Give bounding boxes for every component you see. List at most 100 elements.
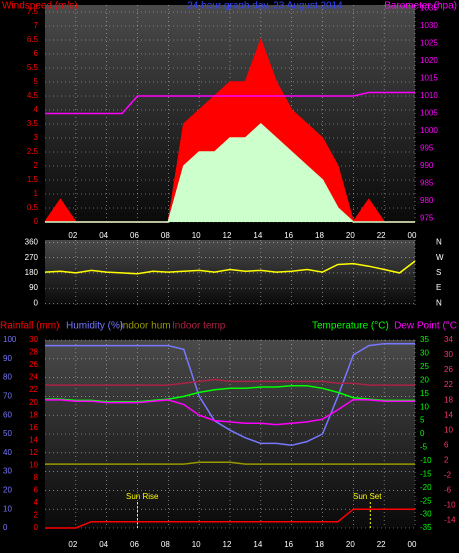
x-tick-label: 12 <box>223 540 232 549</box>
y2-tick-label: 1020 <box>420 56 438 65</box>
legend-label: Indoor hum <box>120 321 171 332</box>
y2-tick-label: 980 <box>420 196 434 205</box>
y-tick-label: 270 <box>25 253 39 262</box>
x-tick-label: 00 <box>408 540 417 549</box>
x-tick-label: 02 <box>68 231 77 240</box>
y2-tick-label: 1000 <box>420 126 438 135</box>
legend-label: Dew Point (°C <box>394 321 457 332</box>
y2-tick-label: -15 <box>420 469 432 478</box>
area-fill <box>45 40 415 222</box>
x-tick-label: 06 <box>130 540 139 549</box>
y-tick-label: 10 <box>3 504 12 513</box>
y2-tick-label: N <box>436 238 442 247</box>
y-tick-label: 0.5 <box>27 203 39 212</box>
series-line <box>45 398 415 426</box>
y-tick-label: 60 <box>3 410 12 419</box>
y-tick-label: 3.5 <box>27 119 39 128</box>
y3-tick-label: 6 <box>34 486 39 495</box>
y-tick-label: 7.5 <box>27 7 39 16</box>
y2-tick-label: 10 <box>420 402 429 411</box>
y-tick-label: 6 <box>34 49 39 58</box>
y-tick-label: 4 <box>34 105 39 114</box>
y2-tick-label: 15 <box>420 389 429 398</box>
legend-label: Temperature (°C) <box>312 321 389 332</box>
y3-tick-label: 16 <box>29 423 38 432</box>
legend-label: Rainfall (mm) <box>0 321 59 332</box>
y2-tick-label: 1025 <box>420 39 438 48</box>
y2-tick-label: 1010 <box>420 91 438 100</box>
y2-tick-label: E <box>436 283 441 292</box>
x-tick-label: 00 <box>408 231 417 240</box>
y3-tick-label: 8 <box>34 473 39 482</box>
series-line <box>45 508 415 529</box>
y2-tick-label: -25 <box>420 496 432 505</box>
y3-tick-label: 14 <box>29 435 38 444</box>
y2-tick-label: -10 <box>420 456 432 465</box>
x-tick-label: 14 <box>253 231 262 240</box>
y3-tick-label: 28 <box>29 348 38 357</box>
y-tick-label: 1.5 <box>27 175 39 184</box>
series-line <box>45 384 415 403</box>
y4-tick-label: -10 <box>444 501 456 510</box>
y3-tick-label: 24 <box>29 373 38 382</box>
y-tick-label: 20 <box>3 486 12 495</box>
x-tick-label: 20 <box>346 231 355 240</box>
annotation: Sun Set <box>353 492 382 501</box>
y3-tick-label: 20 <box>29 398 38 407</box>
y2-tick-label: -30 <box>420 510 432 519</box>
y2-tick-label: 0 <box>420 429 425 438</box>
legend-label: Indoor temp <box>172 321 226 332</box>
area-fill <box>45 124 415 222</box>
y2-tick-label: N <box>436 298 442 307</box>
x-tick-label: 06 <box>130 231 139 240</box>
y-tick-label: 3 <box>34 133 39 142</box>
y2-tick-label: -35 <box>420 523 432 532</box>
legend-label: Humidity (%) <box>66 321 123 332</box>
y-tick-label: 2.5 <box>27 147 39 156</box>
y-tick-label: 6.5 <box>27 35 39 44</box>
y2-tick-label: S <box>436 268 441 277</box>
x-tick-label: 04 <box>99 231 108 240</box>
y4-tick-label: 22 <box>444 380 453 389</box>
y3-tick-label: 4 <box>34 498 39 507</box>
y-tick-label: 0 <box>34 298 39 307</box>
y4-tick-label: -6 <box>444 486 452 495</box>
y-tick-label: 2 <box>34 161 39 170</box>
x-tick-label: 10 <box>192 231 201 240</box>
y4-tick-label: 26 <box>444 365 453 374</box>
x-tick-label: 16 <box>284 231 293 240</box>
x-tick-label: 22 <box>377 231 386 240</box>
y4-tick-label: 14 <box>444 410 453 419</box>
x-tick-label: 18 <box>315 231 324 240</box>
y2-tick-label: 1005 <box>420 109 438 118</box>
x-tick-label: 20 <box>346 540 355 549</box>
x-tick-label: 04 <box>99 540 108 549</box>
series-line <box>45 378 415 386</box>
x-tick-label: 10 <box>192 540 201 549</box>
y2-tick-label: -5 <box>420 443 428 452</box>
annotation: Sun Rise <box>126 492 159 501</box>
y2-tick-label: 30 <box>420 349 429 358</box>
y2-tick-label: 1035 <box>420 4 438 13</box>
y2-tick-label: 975 <box>420 214 434 223</box>
y3-tick-label: 12 <box>29 448 38 457</box>
chart-title: 24 hour graph day, 23 August 2014 <box>187 1 343 12</box>
y2-tick-label: W <box>436 253 444 262</box>
x-tick-label: 02 <box>68 540 77 549</box>
y2-axis-title: Barometer (hpa) <box>384 1 457 12</box>
y-tick-label: 0 <box>34 217 39 226</box>
y2-tick-label: 1030 <box>420 21 438 30</box>
y3-tick-label: 26 <box>29 360 38 369</box>
y3-tick-label: 10 <box>29 460 38 469</box>
y-tick-label: 5 <box>34 77 39 86</box>
y-tick-label: 90 <box>3 354 12 363</box>
y-tick-label: 1 <box>34 189 39 198</box>
y4-tick-label: -2 <box>444 470 452 479</box>
y-tick-label: 30 <box>3 467 12 476</box>
y-tick-label: 5.5 <box>27 63 39 72</box>
series-line <box>45 122 415 223</box>
y2-tick-label: 35 <box>420 335 429 344</box>
y2-tick-label: 995 <box>420 144 434 153</box>
x-tick-label: 12 <box>223 231 232 240</box>
